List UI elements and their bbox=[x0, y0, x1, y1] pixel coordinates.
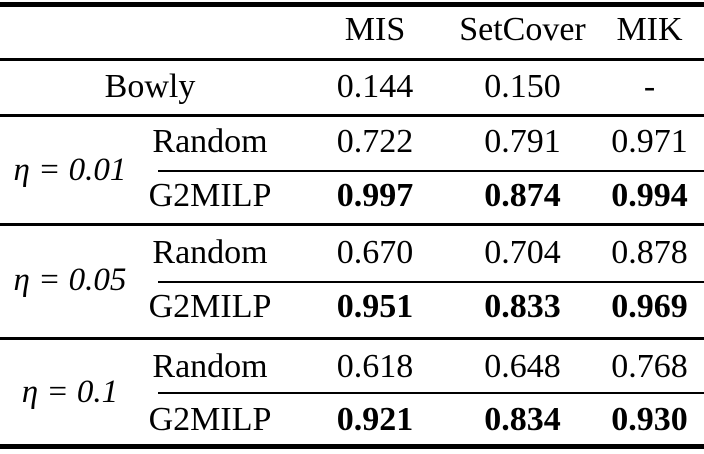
setcover-value: 0.704 bbox=[484, 234, 561, 271]
bowly-label: Bowly bbox=[104, 68, 196, 105]
mik-value: 0.969 bbox=[611, 288, 688, 325]
section1-midrule bbox=[158, 170, 704, 172]
section2-bottom-rule bbox=[0, 337, 704, 340]
setcover-value: 0.833 bbox=[484, 288, 561, 325]
method-label: Random bbox=[152, 123, 268, 160]
bowly-mis-value: 0.144 bbox=[336, 68, 414, 105]
mik-value: 0.994 bbox=[611, 177, 688, 214]
eta-01-label: η = 0.1 bbox=[0, 367, 140, 417]
table-top-rule bbox=[0, 2, 704, 7]
table-row-random-001: Random 0.722 0.791 0.971 bbox=[0, 117, 704, 167]
header-separator-rule bbox=[0, 58, 704, 61]
mis-value: 0.951 bbox=[336, 288, 414, 325]
table-row-g2milp-005: G2MILP 0.951 0.833 0.969 bbox=[0, 282, 704, 332]
eta-01-text: η = 0.1 bbox=[21, 374, 119, 410]
mis-value: 0.997 bbox=[336, 177, 414, 214]
eta-005-label: η = 0.05 bbox=[0, 255, 140, 305]
setcover-value: 0.648 bbox=[484, 348, 561, 385]
table-row-g2milp-001: G2MILP 0.997 0.874 0.994 bbox=[0, 171, 704, 221]
method-label: G2MILP bbox=[148, 177, 272, 214]
bowly-setcover-value: 0.150 bbox=[484, 68, 561, 105]
table-row-random-005: Random 0.670 0.704 0.878 bbox=[0, 228, 704, 278]
col-header-setcover: SetCover bbox=[459, 11, 586, 48]
table-row-g2milp-01: G2MILP 0.921 0.834 0.930 bbox=[0, 395, 704, 445]
section1-bottom-rule bbox=[0, 223, 704, 226]
mik-value: 0.930 bbox=[611, 401, 688, 438]
method-label: G2MILP bbox=[148, 288, 272, 325]
method-label: G2MILP bbox=[148, 401, 272, 438]
eta-001-label: η = 0.01 bbox=[0, 145, 140, 195]
mik-value: 0.878 bbox=[611, 234, 688, 271]
section2-midrule bbox=[158, 281, 704, 283]
setcover-value: 0.834 bbox=[484, 401, 561, 438]
col-header-mik: MIK bbox=[616, 11, 683, 48]
setcover-value: 0.874 bbox=[484, 177, 561, 214]
section3-midrule bbox=[158, 392, 704, 394]
bowly-row: Bowly 0.144 0.150 - bbox=[0, 62, 704, 112]
col-header-mis: MIS bbox=[344, 11, 406, 48]
eta-005-text: η = 0.05 bbox=[13, 262, 127, 298]
eta-001-text: η = 0.01 bbox=[13, 152, 127, 188]
header-row: MIS SetCover MIK bbox=[0, 5, 704, 55]
mik-value: 0.768 bbox=[611, 348, 688, 385]
table-bottom-rule bbox=[0, 444, 704, 449]
setcover-value: 0.791 bbox=[484, 123, 561, 160]
mis-value: 0.618 bbox=[336, 348, 414, 385]
table-row-random-01: Random 0.618 0.648 0.768 bbox=[0, 342, 704, 392]
mik-value: 0.971 bbox=[611, 123, 688, 160]
bowly-mik-value: - bbox=[643, 68, 656, 105]
mis-value: 0.722 bbox=[336, 123, 414, 160]
method-label: Random bbox=[152, 234, 268, 271]
method-label: Random bbox=[152, 348, 268, 385]
mis-value: 0.670 bbox=[336, 234, 414, 271]
mis-value: 0.921 bbox=[336, 401, 414, 438]
bowly-separator-rule bbox=[0, 114, 704, 117]
